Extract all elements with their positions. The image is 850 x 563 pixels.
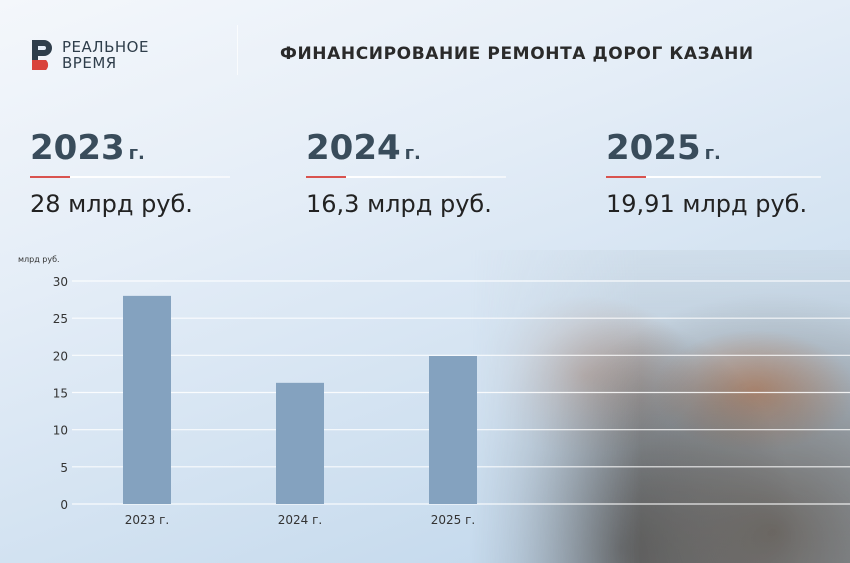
y-tick-label: 20	[53, 349, 68, 363]
stat-divider	[306, 176, 506, 178]
y-tick-label: 30	[53, 275, 68, 289]
logo-line1: РЕАЛЬНОЕ	[62, 38, 149, 56]
bar-2023	[123, 295, 171, 504]
divider	[237, 25, 238, 75]
stat-year: 2025	[606, 128, 701, 168]
logo-line2: ВРЕМЯ	[62, 54, 117, 72]
x-tick-label: 2025 г.	[431, 513, 475, 527]
stat-value: 28 млрд руб.	[30, 190, 193, 218]
stat-suffix: г.	[704, 143, 721, 164]
stat-suffix: г.	[404, 143, 421, 164]
x-tick-label: 2024 г.	[278, 513, 322, 527]
stat-value: 19,91 млрд руб.	[606, 190, 808, 218]
stat-year: 2024	[306, 128, 401, 168]
logo: РЕАЛЬНОЕ ВРЕМЯ	[30, 38, 149, 72]
y-tick-label: 15	[53, 387, 68, 401]
bar-2024	[276, 382, 324, 504]
logo-mark-icon	[32, 40, 52, 70]
stat-2025: 2025 г. 19,91 млрд руб.	[606, 128, 821, 218]
x-tick-label: 2023 г.	[125, 513, 169, 527]
stat-divider	[606, 176, 821, 178]
y-tick-label: 25	[53, 312, 68, 326]
road-workers-photo	[470, 250, 850, 563]
stat-value: 16,3 млрд руб.	[306, 190, 492, 218]
bar-2025	[429, 356, 477, 504]
stat-suffix: г.	[128, 143, 145, 164]
y-tick-label: 5	[60, 461, 68, 475]
y-axis-label: млрд руб.	[18, 255, 60, 264]
stat-divider	[30, 176, 230, 178]
stat-2024: 2024 г. 16,3 млрд руб.	[306, 128, 506, 218]
stat-2023: 2023 г. 28 млрд руб.	[30, 128, 230, 218]
page-title: ФИНАНСИРОВАНИЕ РЕМОНТА ДОРОГ КАЗАНИ	[280, 44, 754, 64]
y-tick-label: 10	[53, 424, 68, 438]
stat-year: 2023	[30, 128, 125, 168]
y-tick-label: 0	[60, 498, 68, 512]
